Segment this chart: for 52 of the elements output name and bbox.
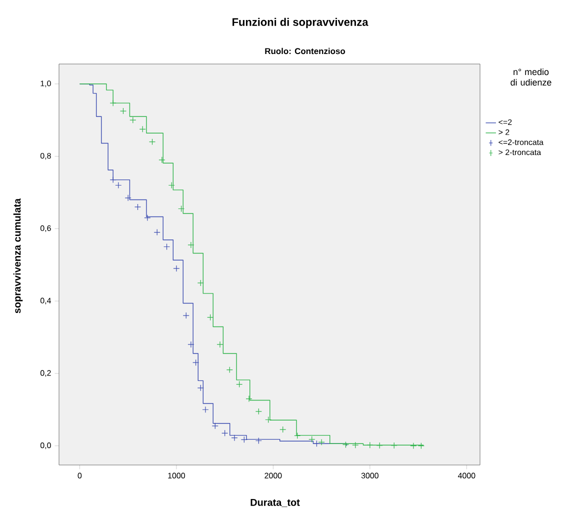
point (390, 442, 398, 449)
point (280, 426, 286, 433)
point (318, 438, 325, 446)
point (188, 341, 194, 348)
point (313, 440, 320, 447)
point (110, 100, 116, 106)
point (216, 341, 224, 348)
point (168, 182, 175, 189)
point (231, 434, 238, 442)
point (265, 416, 272, 424)
point (148, 138, 156, 146)
legend-title: n° medio di udienze (510, 68, 552, 86)
point (352, 442, 359, 448)
point (226, 366, 233, 374)
point (376, 442, 383, 449)
point (110, 176, 116, 184)
point (418, 442, 424, 450)
point (188, 242, 194, 248)
point (163, 243, 170, 250)
point (124, 194, 132, 202)
point (178, 205, 185, 212)
point (192, 359, 200, 366)
chart-title: Funzioni di sopravvivenza (232, 18, 368, 28)
point (115, 182, 122, 189)
point (410, 442, 417, 450)
point (236, 381, 243, 388)
point (197, 280, 204, 286)
point (202, 406, 209, 413)
point (182, 312, 190, 319)
point (308, 436, 316, 443)
x-axis-title: Durata_tot (250, 498, 300, 508)
point (130, 116, 136, 124)
point (173, 265, 180, 272)
y-axis-title: sopravvivenza cumulata (13, 198, 23, 314)
point (139, 126, 146, 132)
point (207, 314, 214, 321)
point (366, 442, 374, 448)
point (240, 436, 248, 443)
point (222, 430, 228, 436)
point (144, 214, 151, 222)
point (294, 432, 301, 439)
point (255, 437, 262, 444)
point (212, 422, 218, 430)
point (134, 204, 142, 210)
chart-subtitle: Ruolo: Contenzioso (265, 48, 346, 54)
point (255, 408, 262, 415)
point (197, 384, 204, 392)
point (246, 395, 252, 402)
point (120, 108, 127, 114)
point (158, 156, 166, 164)
point (154, 228, 160, 236)
point (342, 441, 350, 448)
